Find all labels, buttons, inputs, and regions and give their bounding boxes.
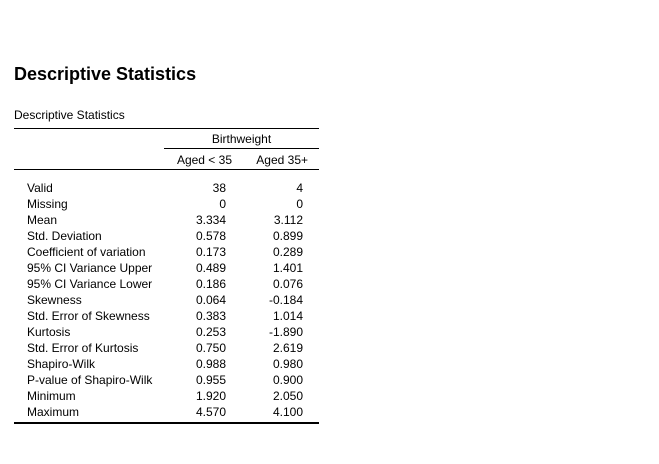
- table-caption: Descriptive Statistics: [14, 108, 125, 122]
- cell-aged-under-35: 0.750: [195, 341, 226, 355]
- row-label: Std. Error of Skewness: [27, 309, 150, 323]
- cell-aged-35-plus: 0.289: [272, 245, 303, 259]
- cell-aged-35-plus: 0.900: [272, 373, 303, 387]
- table-row: Mean 3.334 3.112: [14, 212, 319, 228]
- row-label: Maximum: [27, 405, 80, 419]
- cell-aged-under-35: 0.578: [195, 229, 226, 243]
- table-bottom-rule: [14, 422, 319, 424]
- row-label: Minimum: [27, 389, 76, 403]
- row-label: Std. Deviation: [27, 229, 102, 243]
- cell-aged-35-plus: 4: [296, 181, 303, 195]
- table-row: Missing 0 0: [14, 196, 319, 212]
- cell-aged-under-35: 0.186: [195, 277, 226, 291]
- row-label: 95% CI Variance Upper: [27, 261, 153, 275]
- cell-aged-35-plus: -1.890: [268, 325, 303, 339]
- table-row: Kurtosis 0.253 -1.890: [14, 324, 319, 340]
- header-bottom-rule: [14, 169, 319, 170]
- row-label: 95% CI Variance Lower: [27, 277, 153, 291]
- table-row: Valid 38 4: [14, 180, 319, 196]
- table-body: Valid 38 4 Missing 0 0 Mean 3.334 3.112 …: [14, 180, 319, 420]
- row-label: Mean: [27, 213, 58, 227]
- row-label: Shapiro-Wilk: [27, 357, 96, 371]
- cell-aged-under-35: 0.988: [195, 357, 226, 371]
- group-header-rule: [164, 148, 319, 149]
- cell-aged-under-35: 3.334: [195, 213, 226, 227]
- cell-aged-under-35: 0.064: [195, 293, 226, 307]
- table-row: Shapiro-Wilk 0.988 0.980: [14, 356, 319, 372]
- cell-aged-under-35: 4.570: [195, 405, 226, 419]
- cell-aged-under-35: 0.383: [195, 309, 226, 323]
- cell-aged-35-plus: -0.184: [268, 293, 303, 307]
- cell-aged-under-35: 38: [212, 181, 226, 195]
- row-label: Kurtosis: [27, 325, 71, 339]
- cell-aged-35-plus: 3.112: [273, 213, 303, 227]
- cell-aged-35-plus: 0.076: [272, 277, 303, 291]
- row-label: P-value of Shapiro-Wilk: [27, 373, 153, 387]
- cell-aged-under-35: 1.920: [195, 389, 226, 403]
- row-label: Coefficient of variation: [27, 245, 146, 259]
- table-row: Maximum 4.570 4.100: [14, 404, 319, 420]
- cell-aged-35-plus: 1.401: [272, 261, 303, 275]
- cell-aged-35-plus: 0: [296, 197, 303, 211]
- group-header-birthweight: Birthweight: [211, 132, 272, 146]
- column-header-aged-under-35: Aged < 35: [176, 153, 232, 167]
- table-top-rule: [14, 128, 319, 129]
- table-row: Minimum 1.920 2.050: [14, 388, 319, 404]
- column-header-aged-35-plus: Aged 35+: [256, 153, 308, 167]
- table-row: 95% CI Variance Upper 0.489 1.401: [14, 260, 319, 276]
- table-row: Coefficient of variation 0.173 0.289: [14, 244, 319, 260]
- cell-aged-under-35: 0.173: [195, 245, 226, 259]
- table-row: Std. Deviation 0.578 0.899: [14, 228, 319, 244]
- cell-aged-35-plus: 1.014: [272, 309, 303, 323]
- cell-aged-under-35: 0.253: [195, 325, 226, 339]
- cell-aged-35-plus: 4.100: [272, 405, 303, 419]
- cell-aged-35-plus: 0.899: [272, 229, 303, 243]
- cell-aged-under-35: 0: [219, 197, 226, 211]
- cell-aged-under-35: 0.955: [195, 373, 226, 387]
- table-row: 95% CI Variance Lower 0.186 0.076: [14, 276, 319, 292]
- row-label: Skewness: [27, 293, 82, 307]
- cell-aged-35-plus: 0.980: [272, 357, 303, 371]
- table-row: P-value of Shapiro-Wilk 0.955 0.900: [14, 372, 319, 388]
- cell-aged-35-plus: 2.619: [272, 341, 303, 355]
- table-row: Skewness 0.064 -0.184: [14, 292, 319, 308]
- table-row: Std. Error of Kurtosis 0.750 2.619: [14, 340, 319, 356]
- row-label: Valid: [27, 181, 53, 195]
- row-label: Missing: [27, 197, 68, 211]
- row-label: Std. Error of Kurtosis: [27, 341, 139, 355]
- cell-aged-35-plus: 2.050: [272, 389, 303, 403]
- cell-aged-under-35: 0.489: [195, 261, 226, 275]
- table-row: Std. Error of Skewness 0.383 1.014: [14, 308, 319, 324]
- page-title: Descriptive Statistics: [14, 64, 197, 84]
